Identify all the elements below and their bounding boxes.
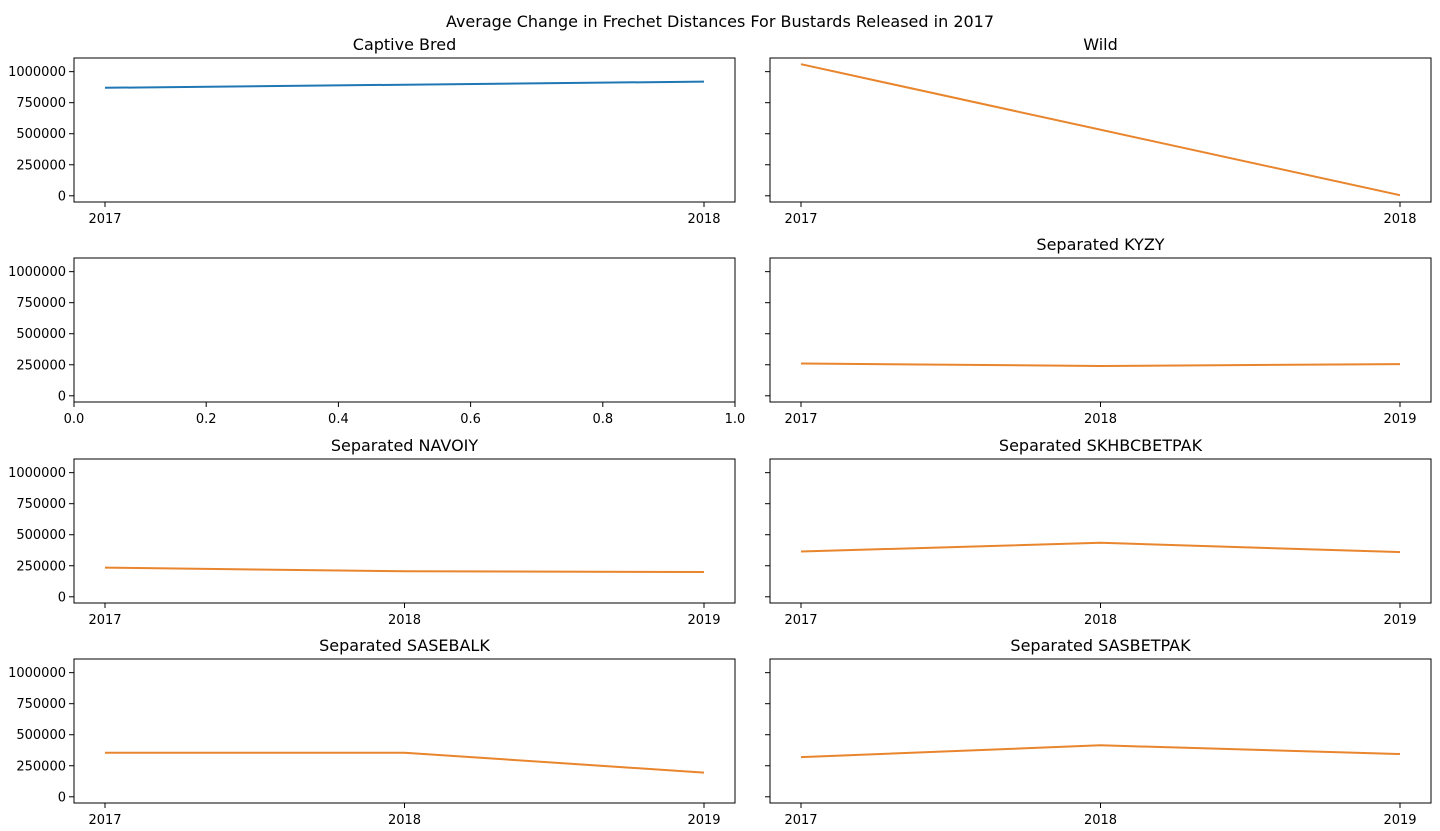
subplot-title: Captive Bred — [353, 35, 456, 54]
y-tick-label: 1000000 — [8, 265, 66, 280]
x-tick-label: 2017 — [784, 813, 817, 828]
x-tick-label: 2019 — [1383, 412, 1416, 427]
y-tick-label: 0 — [58, 189, 66, 204]
subplot-title: Separated SASBETPAK — [1010, 636, 1191, 655]
x-tick-label: 2019 — [1383, 613, 1416, 628]
series-line — [104, 80, 705, 89]
x-tick-label: 0.4 — [328, 412, 349, 427]
plot-frame — [769, 458, 1432, 604]
x-tick-label: 0.2 — [196, 412, 217, 427]
x-tick-label: 2017 — [88, 212, 121, 227]
x-tick-label: 2017 — [88, 813, 121, 828]
subplot-4: Separated KYZY 2017 2018 2019 — [765, 235, 1432, 427]
series-line — [105, 751, 705, 774]
x-tick-label: 2018 — [388, 613, 421, 628]
x-tick-label: 2018 — [687, 212, 720, 227]
x-tick-label: 1.0 — [725, 412, 746, 427]
y-tick-label: 0 — [58, 790, 66, 805]
y-tick-label: 250000 — [16, 158, 66, 173]
subplot-7: Separated SASEBALK 0 250000 500000 750000 100… — [8, 636, 736, 828]
plot-frame — [73, 57, 736, 203]
plot-frame — [73, 658, 736, 804]
series-line — [800, 541, 1401, 554]
x-tick-label: 2017 — [88, 613, 121, 628]
x-tick-label: 2019 — [1383, 813, 1416, 828]
subplot-2: Wild 2017 2018 — [765, 35, 1432, 227]
figure-title: Average Change in Frechet Distances For … — [445, 12, 995, 31]
x-tick-label: 2017 — [784, 412, 817, 427]
y-tick-label: 500000 — [16, 127, 66, 142]
y-tick-label: 500000 — [16, 327, 66, 342]
x-tick-label: 2018 — [1084, 613, 1117, 628]
x-tick-label: 0.6 — [460, 412, 481, 427]
subplot-3: 0 250000 500000 750000 1000000 0.0 0.2 0.4 0.6 0.… — [8, 257, 746, 427]
y-tick-label: 250000 — [16, 759, 66, 774]
y-tick-label: 0 — [58, 590, 66, 605]
x-tick-label: 0.8 — [592, 412, 613, 427]
series-line — [800, 744, 1401, 759]
y-tick-label: 1000000 — [8, 666, 66, 681]
y-tick-label: 250000 — [16, 358, 66, 373]
x-tick-label: 0.0 — [64, 412, 85, 427]
subplot-5: Separated NAVOIY 0 250000 500000 750000 10000… — [8, 436, 736, 628]
x-tick-label: 2018 — [388, 813, 421, 828]
y-tick-label: 250000 — [16, 559, 66, 574]
plot-frame — [73, 458, 736, 604]
y-tick-label: 0 — [58, 389, 66, 404]
subplot-title: Separated KYZY — [1036, 235, 1164, 254]
y-tick-label: 1000000 — [8, 466, 66, 481]
subplot-title: Wild — [1083, 35, 1118, 54]
plot-frame — [769, 257, 1432, 403]
y-tick-label: 500000 — [16, 528, 66, 543]
x-tick-label: 2019 — [687, 813, 720, 828]
subplot-title: Separated NAVOIY — [331, 436, 479, 455]
x-tick-label: 2018 — [1084, 412, 1117, 427]
y-tick-label: 750000 — [16, 697, 66, 712]
y-tick-label: 750000 — [16, 497, 66, 512]
subplot-1: Captive Bred 0 250000 500000 750000 1000000 20… — [8, 35, 736, 227]
y-tick-label: 500000 — [16, 728, 66, 743]
plot-frame — [769, 658, 1432, 804]
x-tick-label: 2017 — [784, 613, 817, 628]
series-line — [800, 63, 1401, 197]
y-tick-label: 750000 — [16, 96, 66, 111]
x-tick-label: 2017 — [784, 212, 817, 227]
subplot-6: Separated SKHBCBETPAK 2017 2018 2019 — [765, 436, 1432, 628]
subplot-title: Separated SASEBALK — [319, 636, 490, 655]
series-line — [104, 566, 705, 573]
subplot-title: Separated SKHBCBETPAK — [999, 436, 1203, 455]
x-tick-label: 2019 — [687, 613, 720, 628]
series-line — [800, 362, 1401, 367]
x-tick-label: 2018 — [1084, 813, 1117, 828]
plot-frame — [769, 57, 1432, 203]
subplot-8: Separated SASBETPAK 2017 2018 2019 — [765, 636, 1432, 828]
y-tick-label: 1000000 — [8, 65, 66, 80]
x-tick-label: 2018 — [1383, 212, 1416, 227]
plot-frame — [73, 257, 736, 403]
y-tick-label: 750000 — [16, 296, 66, 311]
